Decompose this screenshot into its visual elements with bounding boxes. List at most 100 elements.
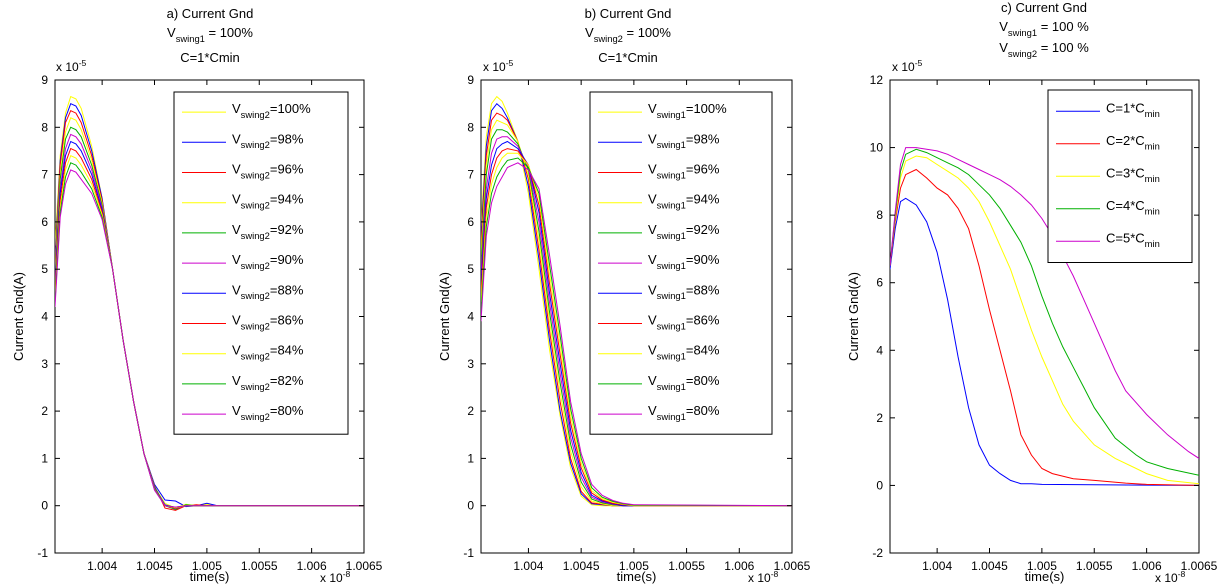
text-span: V bbox=[648, 313, 657, 328]
text-span: =100% bbox=[686, 101, 727, 116]
series-lines bbox=[481, 95, 792, 507]
text-span: x 10 bbox=[483, 60, 506, 74]
text-span: =98% bbox=[270, 131, 304, 146]
text-span: V bbox=[232, 192, 241, 207]
y-tick-label: -1 bbox=[463, 546, 474, 560]
text-span: swing2 bbox=[241, 411, 270, 422]
y-tick-label: 4 bbox=[41, 310, 48, 324]
legend-label: Vswing2=96% bbox=[232, 162, 304, 181]
y-axis-label: Current Gnd(A) bbox=[11, 272, 26, 361]
y-tick-label: 3 bbox=[467, 357, 474, 371]
x-axis-label: time(s) bbox=[1025, 569, 1065, 584]
chart-title-line-3: C=1*Cmin bbox=[598, 50, 658, 65]
x-tick-label: 1.006 bbox=[1132, 559, 1162, 573]
y-tick-label: 0 bbox=[876, 478, 883, 492]
text-span: V bbox=[648, 282, 657, 297]
legend-label: C=4*Cmin bbox=[1106, 198, 1160, 217]
text-span: swing1 bbox=[657, 139, 686, 150]
y-tick-label: 12 bbox=[870, 73, 884, 87]
legend-label: Vswing2=82% bbox=[232, 373, 304, 392]
chart-panel-2: 1.004 1.0045 1.005 1.0055 1.006 1.0065 -1 0 1 2 3 4… bbox=[437, 6, 811, 584]
text-span: C=1*Cmin bbox=[180, 50, 240, 65]
text-span: =86% bbox=[270, 313, 304, 328]
chart-title-line-2: Vswing1 = 100% bbox=[167, 25, 253, 44]
series-line-11 bbox=[481, 162, 792, 507]
series-line-1 bbox=[890, 197, 1199, 486]
y-tick-label: 5 bbox=[41, 262, 48, 276]
text-span: swing1 bbox=[657, 381, 686, 392]
y-tick-label: 6 bbox=[467, 215, 474, 229]
text-span: V bbox=[648, 403, 657, 418]
chart-title-line-1: a) Current Gnd bbox=[167, 6, 254, 21]
text-span: =92% bbox=[270, 222, 304, 237]
chart-panel-1: 1.004 1.0045 1.005 1.0055 1.006 1.0065 -1 0 1 2 3 4… bbox=[11, 6, 383, 584]
text-span: x 10 bbox=[320, 571, 343, 584]
x-tick-label: 1.005 bbox=[192, 559, 222, 573]
legend-label: Vswing2=94% bbox=[232, 192, 304, 211]
chart-title-line-2: Vswing1 = 100 % bbox=[999, 19, 1089, 38]
text-span: swing2 bbox=[241, 109, 270, 120]
legend-label: Vswing2=92% bbox=[232, 222, 304, 241]
chart-panel-3: 1.004 1.0045 1.005 1.0055 1.006 1.0065 -2 0 2 4 6 8… bbox=[846, 0, 1218, 584]
text-span: =96% bbox=[686, 162, 720, 177]
text-span: swing1 bbox=[657, 109, 686, 120]
text-span: V bbox=[648, 192, 657, 207]
text-span: = 100 % bbox=[1037, 40, 1089, 55]
text-span: =80% bbox=[270, 403, 304, 418]
y-tick-label: 6 bbox=[41, 215, 48, 229]
text-span: min bbox=[1145, 206, 1160, 217]
y-tick-label: -2 bbox=[872, 546, 883, 560]
x-tick-label: 1.005 bbox=[1027, 559, 1057, 573]
x-tick-label: 1.0065 bbox=[1181, 559, 1218, 573]
text-span: V bbox=[232, 282, 241, 297]
text-span: swing2 bbox=[594, 33, 623, 44]
y-tick-label: 0 bbox=[41, 499, 48, 513]
text-span: V bbox=[232, 252, 241, 267]
chart-title-line-3: Vswing2 = 100 % bbox=[999, 40, 1089, 59]
text-span: C=3*C bbox=[1106, 165, 1145, 180]
x-tick-label: 1.0045 bbox=[971, 559, 1008, 573]
text-span: V bbox=[648, 222, 657, 237]
text-span: =90% bbox=[270, 252, 304, 267]
text-span: V bbox=[232, 343, 241, 358]
y-tick-label: -1 bbox=[37, 546, 48, 560]
text-span: C=4*C bbox=[1106, 198, 1145, 213]
text-span: V bbox=[648, 162, 657, 177]
text-span: =94% bbox=[270, 192, 304, 207]
text-span: swing1 bbox=[657, 169, 686, 180]
text-span: swing1 bbox=[657, 290, 686, 301]
text-span: =90% bbox=[686, 252, 720, 267]
text-span: min bbox=[1145, 173, 1160, 184]
y-tick-label: 3 bbox=[41, 357, 48, 371]
legend: Vswing1=100%Vswing1=98%Vswing1=96%Vswing… bbox=[589, 91, 773, 435]
legend-label: C=1*Cmin bbox=[1106, 100, 1160, 119]
text-span: V bbox=[999, 40, 1008, 55]
text-span: swing2 bbox=[241, 139, 270, 150]
x-tick-label: 1.0045 bbox=[136, 559, 173, 573]
text-span: =98% bbox=[686, 131, 720, 146]
series-line-4 bbox=[890, 148, 1199, 476]
text-span: V bbox=[232, 373, 241, 388]
legend-label: Vswing1=96% bbox=[648, 162, 720, 181]
legend: Vswing2=100%Vswing2=98%Vswing2=96%Vswing… bbox=[173, 91, 349, 435]
text-span: swing2 bbox=[241, 230, 270, 241]
y-multiplier: x 10-5 bbox=[56, 58, 87, 74]
y-tick-label: 7 bbox=[467, 168, 474, 182]
chart-title-line-1: b) Current Gnd bbox=[585, 6, 672, 21]
series-line-8 bbox=[481, 148, 792, 507]
text-span: swing2 bbox=[241, 169, 270, 180]
text-span: =82% bbox=[270, 373, 304, 388]
text-span: =94% bbox=[686, 192, 720, 207]
text-span: swing2 bbox=[241, 351, 270, 362]
text-span: c) Current Gnd bbox=[1001, 0, 1087, 15]
legend-label: Vswing1=84% bbox=[648, 343, 720, 362]
legend-label: C=2*Cmin bbox=[1106, 133, 1160, 152]
legend-label: Vswing2=80% bbox=[232, 403, 304, 422]
y-tick-label: 0 bbox=[467, 499, 474, 513]
x-multiplier: x 10-8 bbox=[1155, 569, 1186, 584]
text-span: V bbox=[648, 373, 657, 388]
text-span: V bbox=[648, 252, 657, 267]
x-tick-label: 1.006 bbox=[724, 559, 754, 573]
legend-label: Vswing2=88% bbox=[232, 282, 304, 301]
